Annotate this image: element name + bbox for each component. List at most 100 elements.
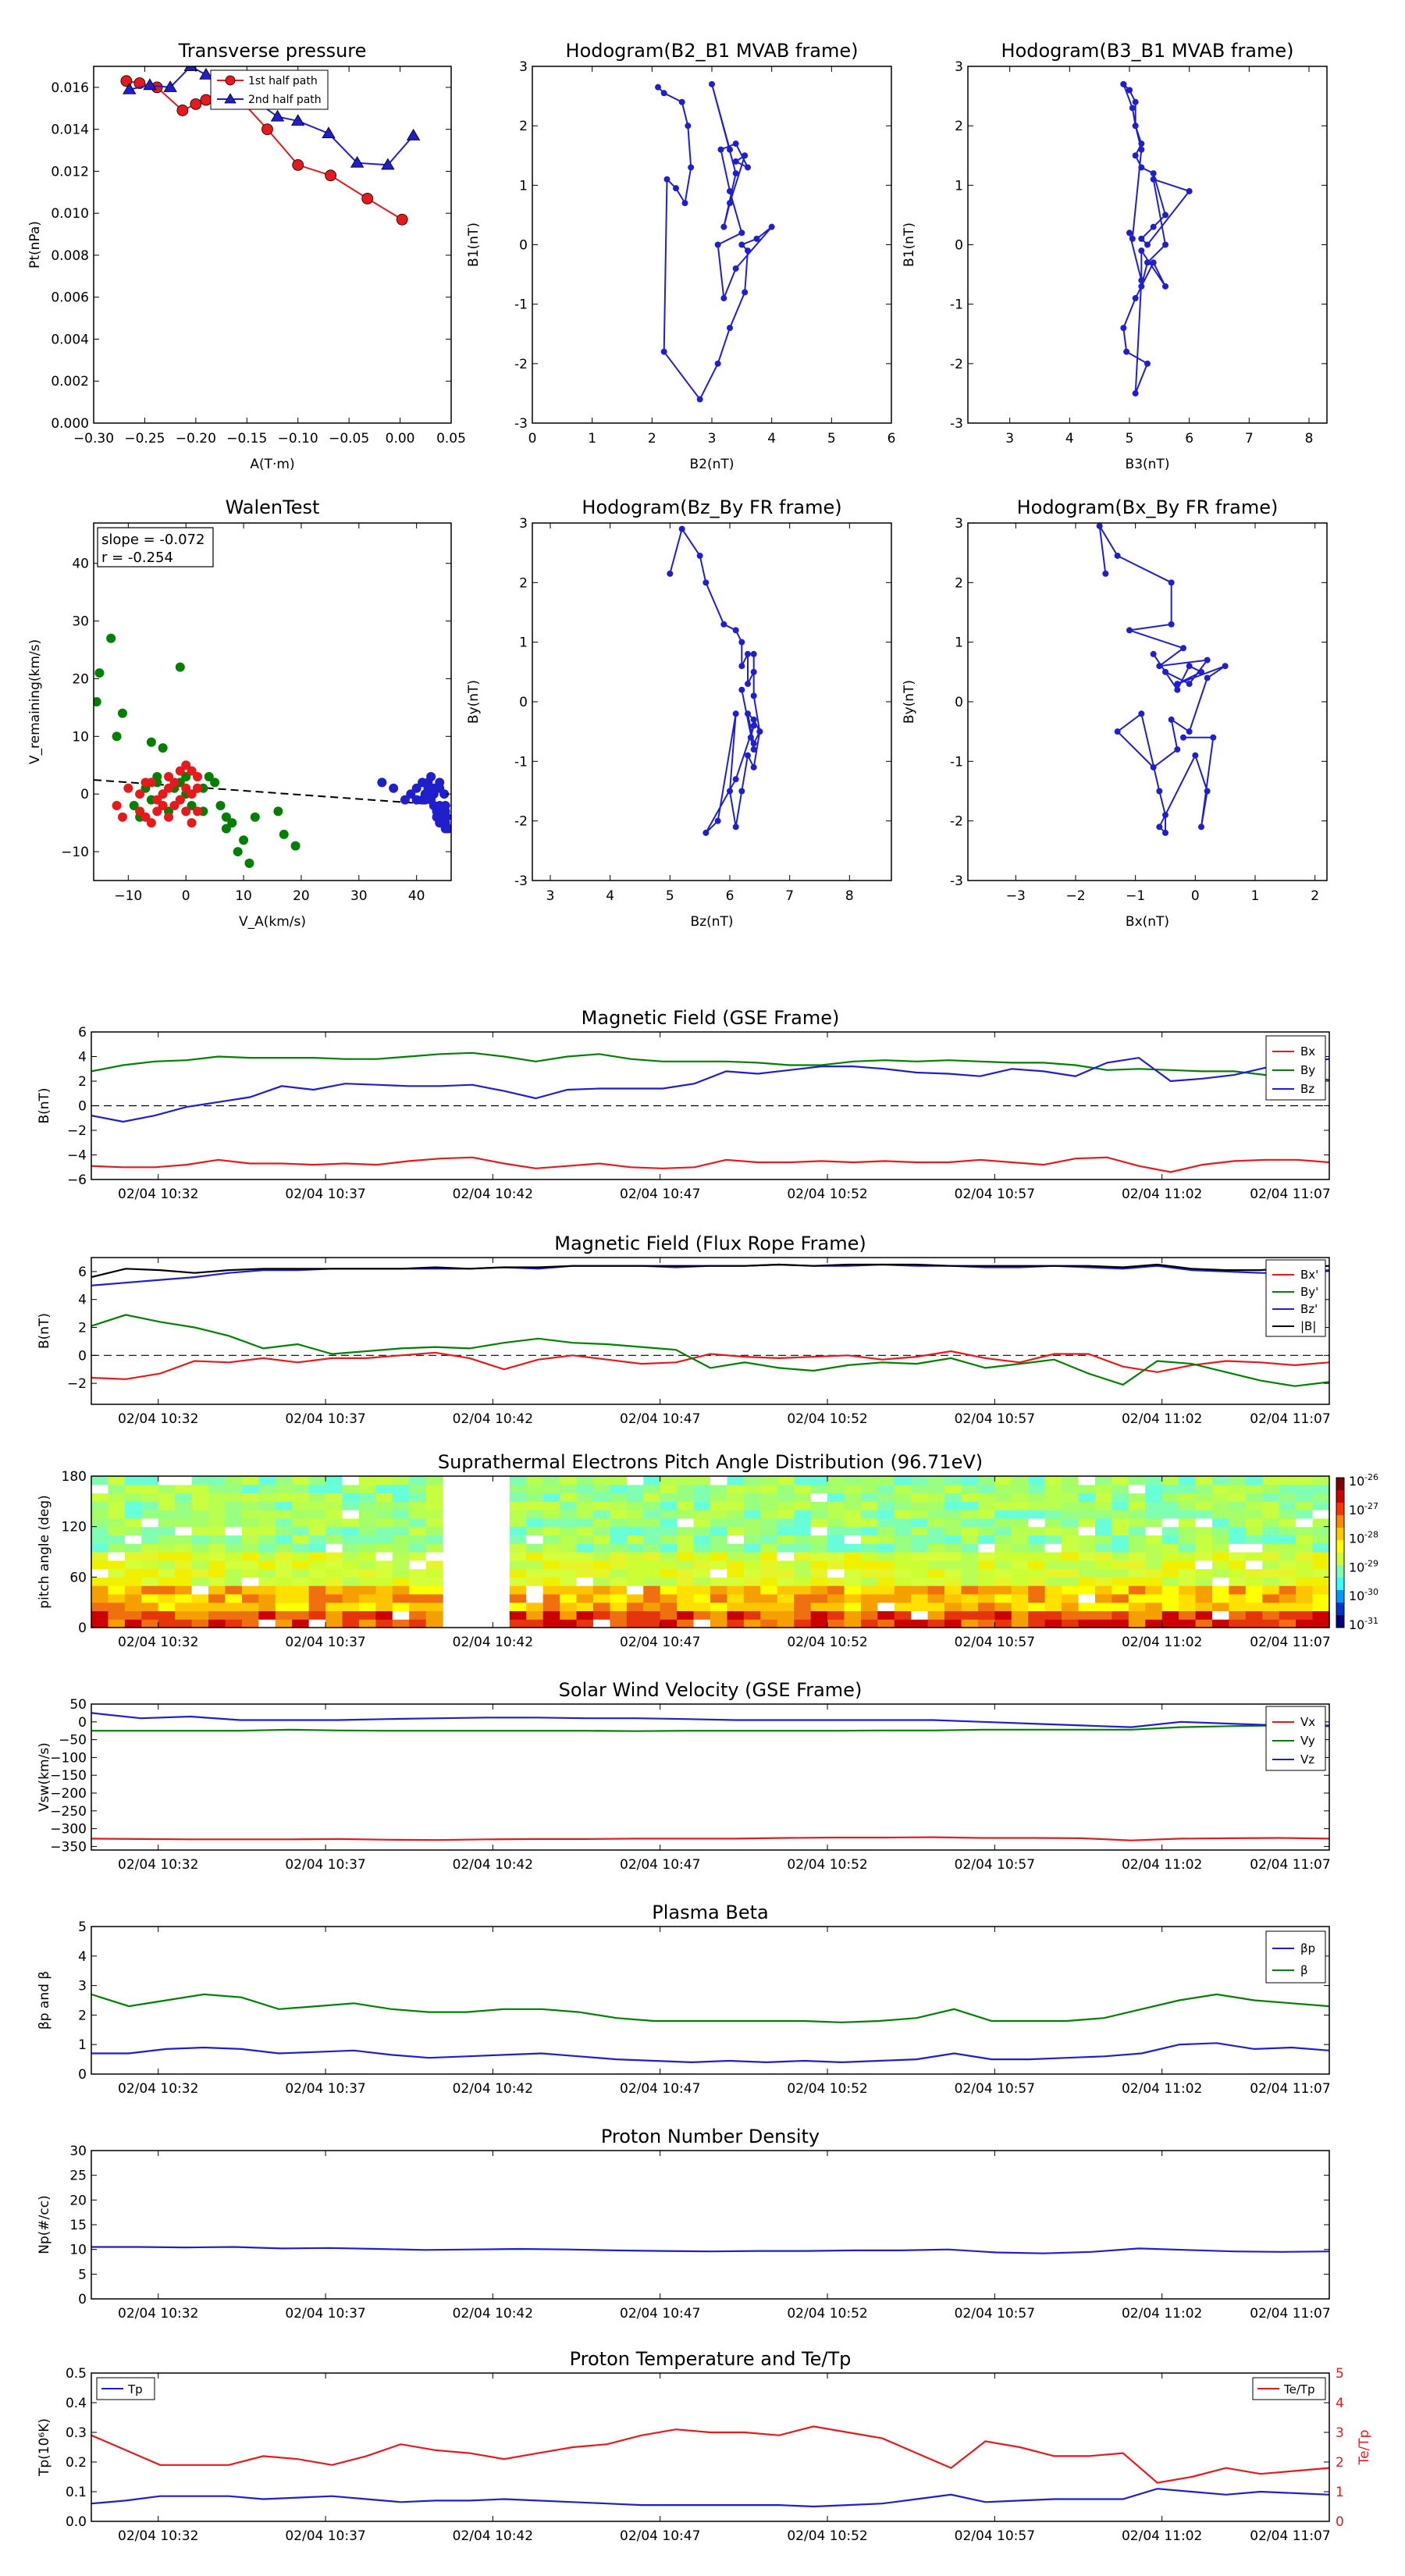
heatmap-cell: [1011, 1543, 1029, 1553]
heatmap-cell: [777, 1510, 795, 1519]
data-point: [732, 141, 739, 148]
heatmap-cell: [375, 1585, 393, 1595]
heatmap-cell: [258, 1476, 276, 1485]
heatmap-cell: [777, 1619, 795, 1628]
heatmap-cell: [660, 1484, 678, 1494]
heatmap-cell: [158, 1526, 176, 1536]
y-tick-label: -3: [514, 416, 528, 432]
heatmap-cell: [175, 1568, 193, 1578]
heatmap-cell: [509, 1560, 527, 1570]
heatmap-cell: [810, 1501, 828, 1510]
heatmap-cell: [1128, 1510, 1146, 1519]
data-point: [1180, 734, 1186, 741]
plot-area-walen: [94, 633, 451, 868]
heatmap-cell: [944, 1593, 962, 1603]
heatmap-cell: [1312, 1552, 1330, 1561]
heatmap-cell: [1011, 1568, 1029, 1578]
heatmap-cell: [994, 1484, 1012, 1494]
heatmap-cell: [1145, 1568, 1163, 1578]
heatmap-cell: [1262, 1610, 1280, 1620]
heatmap-cell: [560, 1610, 578, 1620]
heatmap-cell: [1062, 1526, 1080, 1536]
x-tick-label: 2: [1311, 888, 1319, 904]
y-tick-label: 1: [519, 178, 528, 194]
heatmap-cell: [1296, 1501, 1314, 1510]
heatmap-cell: [375, 1476, 393, 1485]
heatmap-cell: [693, 1476, 711, 1485]
legend-label: Te/Tp: [1283, 2382, 1315, 2396]
x-tick-label: −3: [1006, 888, 1026, 904]
heatmap-cell: [626, 1619, 644, 1628]
heatmap-cell: [208, 1577, 226, 1586]
heatmap-cell: [592, 1552, 611, 1561]
heatmap-cell: [743, 1510, 761, 1519]
heatmap-cell: [760, 1501, 778, 1510]
x-tick-label: 3: [1005, 431, 1014, 447]
heatmap-cell: [141, 1577, 159, 1586]
heatmap-cell: [275, 1476, 293, 1485]
heatmap-cell: [626, 1535, 644, 1544]
heatmap-cell: [375, 1510, 393, 1519]
chart-title: Proton Number Density: [601, 2126, 820, 2147]
plot-area-hodo_bxby: [1096, 523, 1229, 836]
heatmap-cell: [208, 1552, 226, 1561]
time-tick-label: 02/04 10:32: [118, 2306, 198, 2322]
x-tick-label: −0.05: [329, 431, 369, 447]
heatmap-cell: [409, 1577, 427, 1586]
heatmap-cell: [961, 1501, 979, 1510]
data-point: [1156, 788, 1163, 795]
heatmap-cell: [1128, 1493, 1146, 1502]
heatmap-cell: [409, 1619, 427, 1628]
heatmap-cell: [1245, 1577, 1263, 1586]
heatmap-cell: [560, 1577, 578, 1586]
heatmap-cell: [1179, 1510, 1197, 1519]
y-tick-label: 0.016: [51, 80, 89, 96]
heatmap-cell: [509, 1619, 527, 1628]
heatmap-cell: [225, 1560, 243, 1570]
heatmap-cell: [860, 1585, 878, 1595]
data-point: [1162, 212, 1168, 219]
heatmap-cell: [743, 1568, 761, 1578]
heatmap-cell: [1245, 1602, 1263, 1612]
heatmap-cell: [1245, 1526, 1263, 1536]
time-tick-label: 02/04 10:52: [787, 1635, 867, 1650]
heatmap-cell: [158, 1484, 176, 1494]
heatmap-cell: [894, 1543, 912, 1553]
heatmap-cell: [208, 1602, 226, 1612]
chart-title: Suprathermal Electrons Pitch Angle Distr…: [438, 1451, 983, 1473]
heatmap-cell: [526, 1585, 544, 1595]
time-tick-label: 02/04 10:42: [453, 1411, 533, 1427]
heatmap-cell: [509, 1585, 527, 1595]
x-tick-label: −0.10: [278, 431, 318, 447]
legend-label: 1st half path: [248, 75, 318, 87]
heatmap-cell: [342, 1535, 360, 1544]
heatmap-cell: [927, 1552, 945, 1561]
heatmap-cell: [860, 1476, 878, 1485]
heatmap-cell: [777, 1585, 795, 1595]
heatmap-cell: [844, 1585, 862, 1595]
heatmap-cell: [626, 1484, 644, 1494]
data-point: [112, 800, 122, 810]
heatmap-cell: [592, 1493, 611, 1502]
heatmap-cell: [375, 1577, 393, 1586]
heatmap-cell: [677, 1535, 695, 1544]
heatmap-cell: [1112, 1476, 1129, 1485]
heatmap-cell: [1044, 1501, 1062, 1510]
heatmap-cell: [743, 1593, 761, 1603]
data-point: [738, 229, 745, 237]
plot-area-mag_fr: [91, 1263, 1329, 1387]
heatmap-cell: [275, 1568, 293, 1578]
heatmap-cell: [1028, 1602, 1046, 1612]
data-point: [1132, 123, 1139, 130]
heatmap-cell: [1195, 1552, 1213, 1561]
heatmap-cell: [292, 1476, 310, 1485]
heatmap-cell: [1011, 1526, 1029, 1536]
heatmap-cell: [927, 1501, 945, 1510]
time-tick-label: 02/04 10:57: [955, 1857, 1035, 1873]
heatmap-cell: [308, 1602, 326, 1612]
y-tick-label: -3: [950, 873, 963, 889]
heatmap-cell: [409, 1610, 427, 1620]
data-point: [152, 795, 162, 805]
heatmap-cell: [1094, 1501, 1112, 1510]
heatmap-cell: [141, 1560, 159, 1570]
